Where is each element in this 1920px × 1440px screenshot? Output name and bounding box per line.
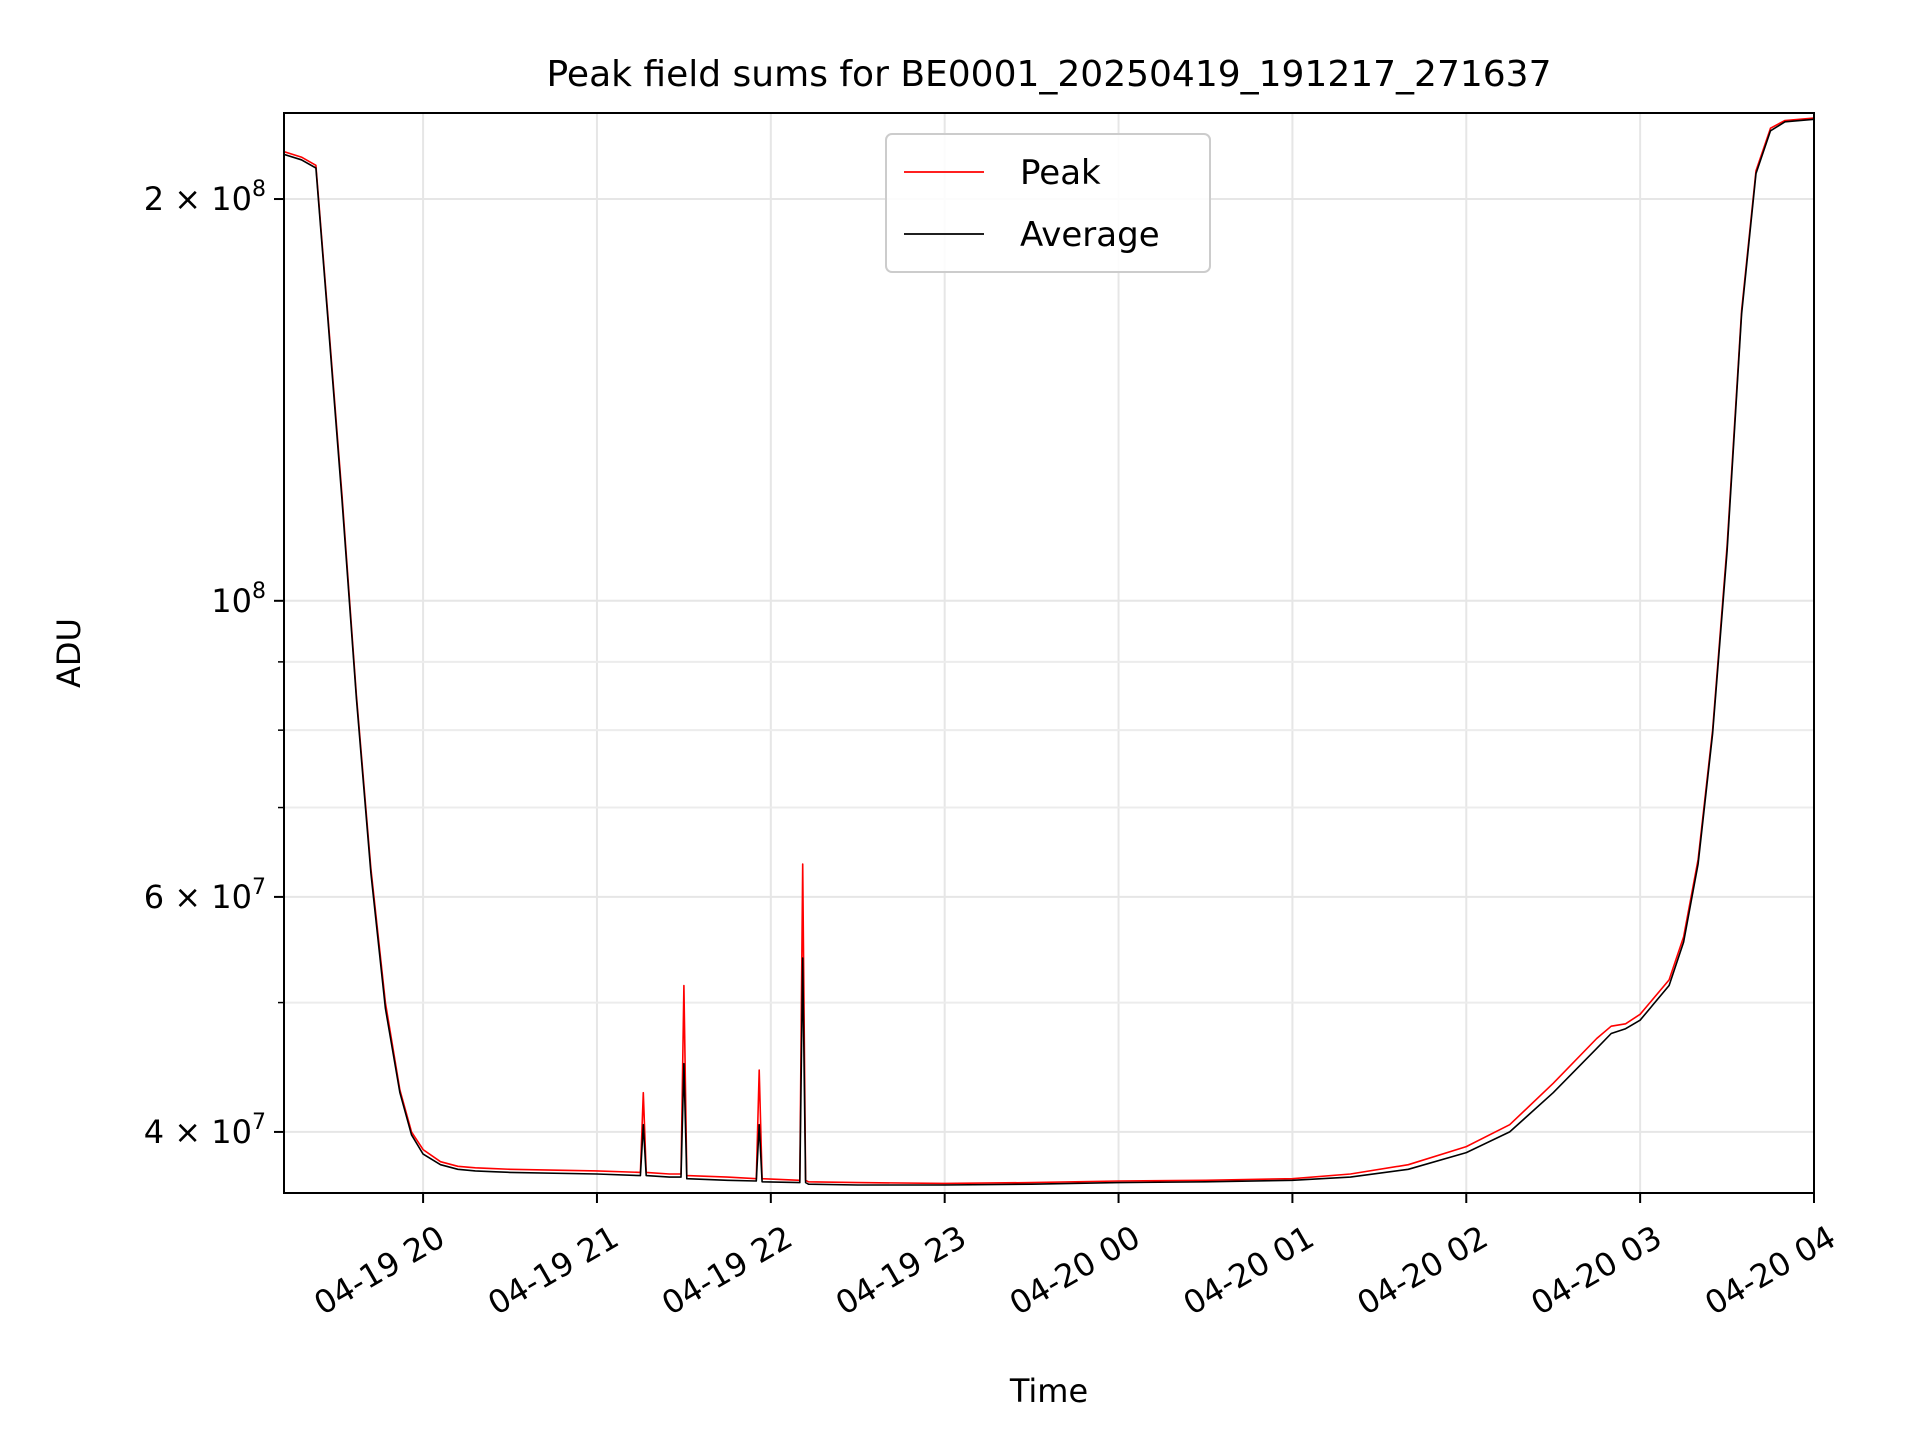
y-axis-label: ADU — [50, 618, 88, 688]
legend-label-peak: Peak — [1020, 153, 1101, 193]
y-tick-label: 108 — [211, 579, 266, 620]
x-axis-label: Time — [1009, 1372, 1088, 1410]
legend-box — [885, 133, 1211, 273]
y-tick-exponent: 7 — [252, 1110, 266, 1135]
series-line-average — [284, 118, 1814, 1186]
legend-label-average: Average — [1020, 215, 1160, 255]
y-tick-exponent: 8 — [252, 579, 266, 604]
y-tick-label: 6 × 107 — [144, 875, 266, 916]
y-tick-exponent: 7 — [252, 875, 266, 900]
y-tick-base: 4 × 10 — [144, 1113, 252, 1151]
y-tick-base: 10 — [211, 582, 252, 620]
y-tick-exponent: 8 — [252, 177, 266, 202]
legend: Peak Average — [885, 133, 1211, 273]
axes-frame — [283, 112, 1815, 1194]
y-tick-label: 2 × 108 — [144, 177, 266, 218]
y-tick-label: 4 × 107 — [144, 1110, 266, 1151]
y-tick-base: 2 × 10 — [144, 180, 252, 218]
chart-title: Peak field sums for BE0001_20250419_1912… — [547, 54, 1552, 95]
y-tick-base: 6 × 10 — [144, 878, 252, 916]
series-layer — [284, 117, 1814, 1186]
